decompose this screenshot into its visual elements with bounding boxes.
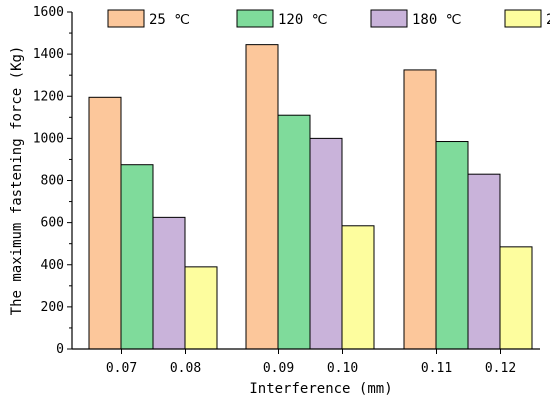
bar-120c-group-3 [435,141,469,350]
y-tick-label: 1600 [33,5,64,20]
x-tick-label: 0.11 [421,361,452,376]
x-tick-label: 0.09 [263,361,294,376]
x-tick-label: 0.12 [485,361,516,376]
bar-25c-group-3 [403,69,437,350]
bar-180c-group-3 [467,173,501,350]
bar-240c-group-1 [184,266,218,350]
bars-layer [88,44,533,350]
y-tick-label: 600 [41,216,64,231]
legend-label-1: 25 ℃ [149,12,190,28]
y-tick-label: 0 [56,342,64,357]
x-tick-label: 0.07 [106,361,137,376]
legend-label-3: 180 ℃ [412,12,461,28]
y-tick-label: 400 [41,258,64,273]
bar-240c-group-2 [341,225,375,350]
legend-swatch-2 [236,9,274,28]
bar-120c-group-2 [277,114,311,350]
x-tick-label: 0.10 [327,361,358,376]
x-axis-title: Interference (mm) [249,381,392,397]
y-axis-title: The maximum fastening force (Kg) [9,46,25,316]
legend-swatch-4 [504,9,542,28]
y-tick-label: 1200 [33,89,64,104]
y-tick-label: 800 [41,174,64,189]
bar-180c-group-1 [152,216,186,350]
legend-swatch-3 [370,9,408,28]
legend-swatch-1 [107,9,145,28]
bar-25c-group-1 [88,96,122,350]
bar-240c-group-3 [499,246,533,350]
x-tick-label: 0.08 [170,361,201,376]
bar-25c-group-2 [245,44,279,350]
legend-label-4: 240 ℃ [546,12,550,28]
y-tick-label: 1400 [33,47,64,62]
legend-label-2: 120 ℃ [278,12,327,28]
y-tick-label: 1000 [33,131,64,146]
legend: 25 ℃ 120 ℃ 180 ℃ 240 ℃ [107,9,550,28]
bar-180c-group-2 [309,137,343,350]
y-tick-label: 200 [41,300,64,315]
axes-layer: 0 200 400 600 800 1000 1200 1400 1600 0.07 0.08 0.0… [33,5,540,376]
bar-120c-group-1 [120,164,154,350]
